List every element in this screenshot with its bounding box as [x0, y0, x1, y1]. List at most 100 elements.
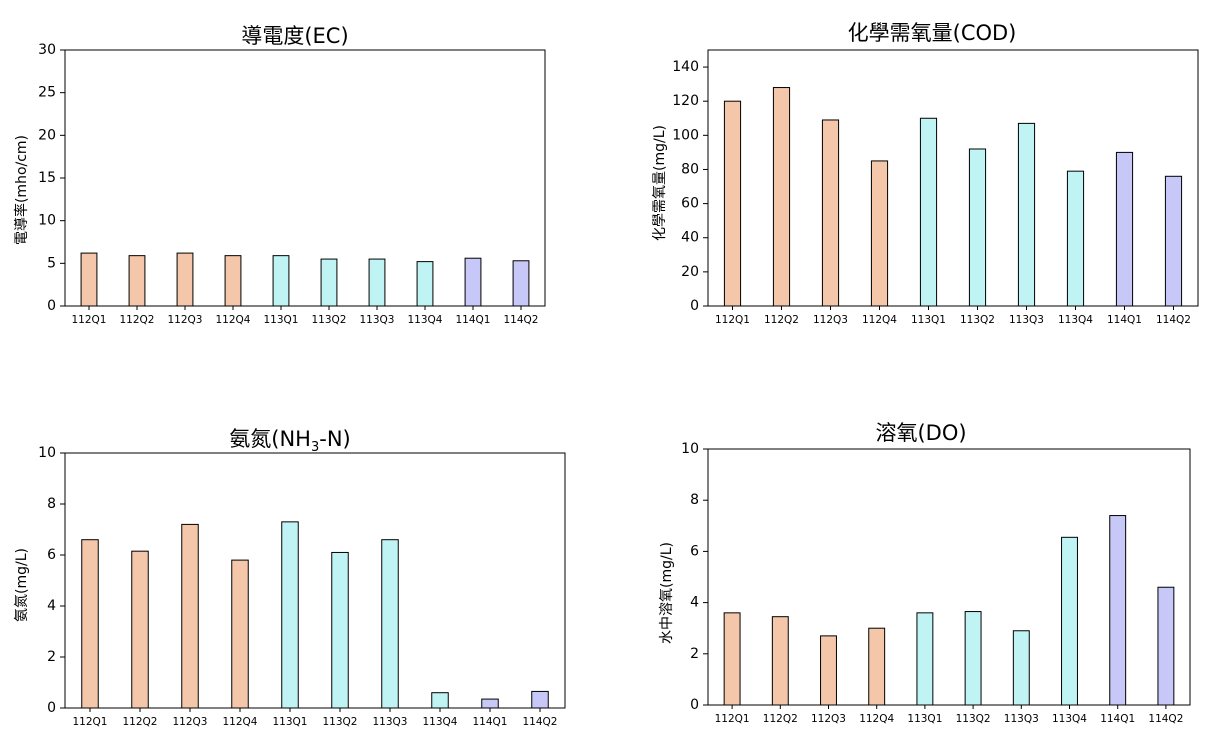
y-tick-label: 100: [672, 127, 699, 143]
y-tick-label: 20: [38, 127, 56, 143]
y-tick-label: 8: [690, 492, 699, 508]
x-tick-label: 114Q2: [504, 314, 539, 326]
chart-title-text: 導電度(EC): [241, 24, 348, 48]
bar-113Q4: [416, 261, 434, 307]
x-tick-label: 113Q3: [373, 716, 408, 728]
x-tick-label: 112Q4: [216, 314, 251, 326]
bar-112Q3: [181, 523, 199, 709]
chart-title: 導電度(EC): [241, 24, 348, 48]
bar-113Q3: [381, 539, 399, 709]
y-tick-label: 120: [672, 93, 699, 109]
x-tick-label: 113Q3: [1004, 713, 1039, 725]
bar-113Q1: [916, 612, 934, 706]
x-tick-label: 114Q1: [1107, 314, 1142, 326]
x-tick-label: 113Q4: [408, 314, 443, 326]
bar-112Q1: [723, 100, 742, 307]
x-tick-label: 112Q2: [763, 713, 798, 725]
bar-112Q1: [80, 252, 98, 307]
plot-frame: [64, 49, 546, 307]
chart-title-text: 化學需氧量(COD): [848, 21, 1017, 45]
bar-112Q2: [128, 255, 146, 307]
x-tick-label: 114Q2: [1156, 314, 1191, 326]
bar-113Q3: [1017, 122, 1036, 307]
bar-112Q1: [723, 612, 741, 706]
x-tick-label: 112Q2: [120, 314, 155, 326]
bar-113Q3: [368, 258, 386, 307]
bar-114Q1: [464, 257, 482, 307]
x-tick-label: 113Q3: [1009, 314, 1044, 326]
x-tick-label: 112Q1: [73, 716, 108, 728]
y-tick-label: 40: [681, 230, 699, 246]
chart-panel-1: 導電度(EC) 電導率(mho/cm) 0 5 10 15 20 25 30 112Q1 112Q2…: [13, 24, 546, 326]
chart-title-text: 溶氧(DO): [875, 421, 966, 445]
bar-112Q4: [224, 255, 242, 307]
x-tick-label: 113Q2: [960, 314, 995, 326]
x-tick-label: 113Q4: [1058, 314, 1093, 326]
plot-frame: [707, 49, 1199, 307]
chart-title: 化學需氧量(COD): [848, 21, 1017, 45]
chart-panel-3: 氨氮(NH3-N) 氨氮(mg/L) 0 2 4 6 8 10 112Q1 112Q2 112Q3 1…: [14, 427, 566, 728]
x-tick-label: 112Q4: [859, 713, 894, 725]
y-tick-label: 30: [38, 42, 56, 58]
x-tick-label: 112Q2: [123, 716, 158, 728]
x-tick-label: 114Q1: [473, 716, 508, 728]
y-axis-label: 電導率(mho/cm): [13, 135, 30, 245]
y-tick-label: 0: [47, 298, 56, 314]
bar-113Q2: [320, 258, 338, 307]
x-tick-label: 112Q4: [223, 716, 258, 728]
bar-113Q2: [964, 611, 982, 706]
x-tick-label: 113Q4: [423, 716, 458, 728]
bar-114Q2: [531, 690, 549, 709]
x-tick-label: 112Q4: [862, 314, 897, 326]
y-tick-label: 10: [681, 441, 699, 457]
y-tick-label: 4: [47, 598, 56, 614]
bar-114Q2: [1157, 586, 1175, 706]
bar-112Q3: [820, 635, 837, 706]
y-tick-label: 60: [681, 196, 699, 212]
x-tick-label: 113Q1: [273, 716, 308, 728]
chart-title-tail: -N): [319, 427, 350, 451]
chart-title-subscript: 3: [311, 440, 319, 455]
bar-113Q2: [331, 551, 349, 709]
x-tick-label: 112Q1: [72, 314, 107, 326]
x-tick-label: 113Q1: [911, 314, 946, 326]
chart-title: 溶氧(DO): [875, 421, 966, 445]
y-axis-label: 化學需氧量(mg/L): [652, 125, 668, 241]
y-tick-label: 2: [690, 646, 699, 662]
chart-title-text: 氨氮(NH: [229, 427, 311, 451]
y-tick-label: 2: [47, 649, 56, 665]
y-axis-label: 水中溶氧(mg/L): [659, 542, 675, 644]
plot-frame: [64, 452, 566, 709]
chart-panel-2: 化學需氧量(COD) 化學需氧量(mg/L) 0 20 40 60 80 100 120 140 1…: [652, 21, 1199, 326]
y-tick-label: 15: [38, 170, 56, 186]
bar-114Q2: [1164, 175, 1183, 307]
y-tick-label: 6: [690, 543, 699, 559]
bar-112Q1: [81, 539, 99, 709]
x-tick-label: 114Q1: [1100, 713, 1135, 725]
x-tick-label: 113Q3: [360, 314, 395, 326]
x-tick-label: 112Q3: [173, 716, 208, 728]
x-tick-label: 113Q4: [1052, 713, 1087, 725]
x-tick-label: 114Q1: [456, 314, 491, 326]
y-tick-label: 80: [681, 161, 699, 177]
x-tick-label: 112Q1: [715, 713, 750, 725]
y-tick-label: 20: [681, 264, 699, 280]
bar-113Q2: [968, 148, 987, 307]
bar-112Q2: [771, 616, 789, 706]
y-tick-label: 5: [47, 255, 56, 271]
x-tick-label: 112Q2: [764, 314, 799, 326]
y-tick-label: 4: [690, 595, 699, 611]
chart-title: 氨氮(NH3-N): [229, 427, 350, 455]
x-tick-label: 114Q2: [1148, 713, 1183, 725]
x-tick-label: 113Q1: [264, 314, 299, 326]
bar-113Q1: [281, 521, 299, 709]
x-tick-label: 112Q3: [813, 314, 848, 326]
y-tick-label: 6: [47, 547, 56, 563]
plot-frame: [707, 448, 1191, 706]
bar-113Q3: [1012, 630, 1030, 706]
bar-113Q1: [272, 255, 290, 307]
bar-113Q4: [1066, 170, 1085, 307]
y-tick-label: 10: [38, 213, 56, 229]
bar-112Q3: [176, 252, 194, 307]
